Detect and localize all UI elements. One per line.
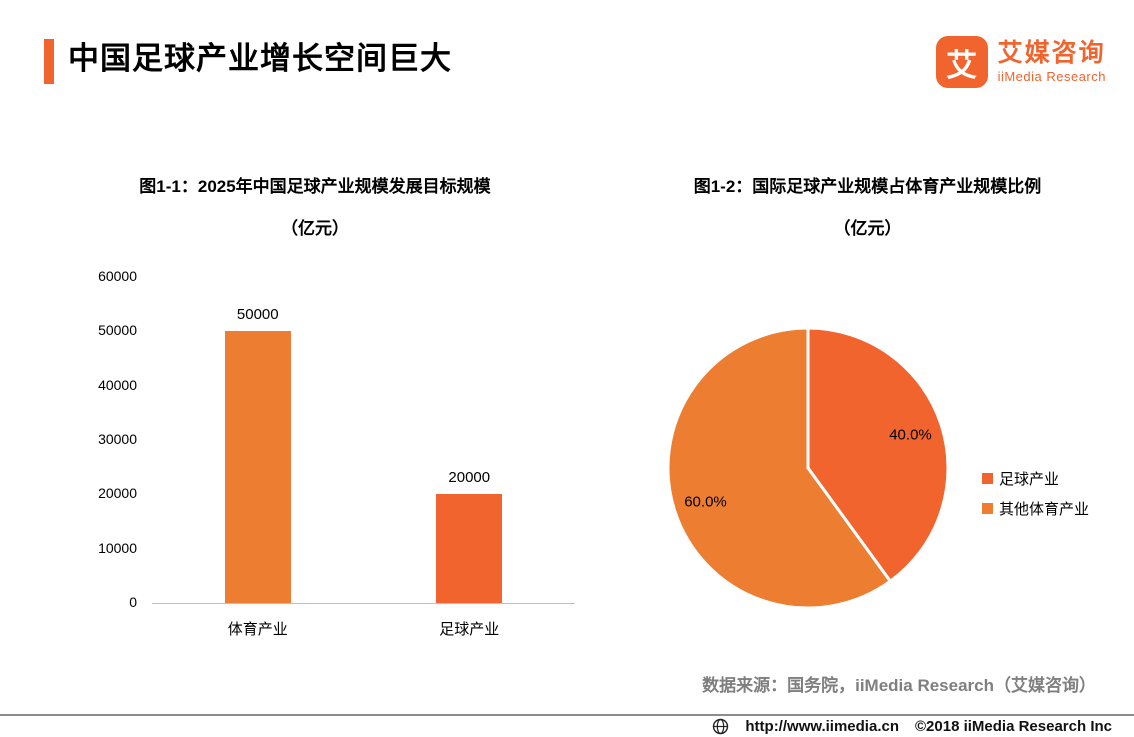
y-axis-tick-label: 40000 (98, 376, 137, 393)
brand-logo-icon: 艾 (935, 36, 988, 88)
y-axis-tick-label: 50000 (98, 322, 137, 339)
footer: http://www.iimedia.cn ©2018 iiMedia Rese… (0, 714, 1134, 737)
legend-label: 其他体育产业 (999, 501, 1090, 518)
y-axis-tick-label: 30000 (98, 431, 137, 447)
y-axis-tick-label: 20000 (98, 485, 137, 502)
pie-chart-subtitle: （亿元） (833, 219, 902, 238)
x-axis-category-label: 体育产业 (227, 621, 288, 638)
legend-swatch (982, 473, 993, 484)
bar-value-label: 50000 (236, 306, 279, 324)
source-note: 数据来源：国务院，iiMedia Research（艾媒咨询） (702, 676, 1096, 695)
pie-slice-其他体育产业 (666, 326, 893, 610)
legend-label: 足球产业 (999, 471, 1060, 488)
bar-chart-plot: 0 10000 20000 30000 40000 50000 60000 50000 体育产业… (55, 268, 575, 638)
brand-subtitle: iiMedia Research (997, 69, 1106, 85)
pie-chart-section: 图1-2：国际足球产业规模占体育产业规模比例 （亿元） 40.0% 60.0% 足… (610, 172, 1125, 610)
x-axis-category-label: 足球产业 (439, 621, 500, 638)
pie-chart: 40.0% 60.0% (666, 326, 950, 610)
bar-chart-title: 图1-1：2025年中国足球产业规模发展目标规模 (139, 177, 491, 196)
brand-logo: 艾 艾媒咨询 iiMedia Research (935, 36, 1106, 88)
footer-copyright: ©2018 iiMedia Research Inc (915, 718, 1112, 735)
title-accent-bar (44, 39, 54, 84)
legend-item-足球产业: 足球产业 (982, 468, 1089, 489)
footer-url: http://www.iimedia.cn (745, 718, 899, 735)
bar-chart-subtitle: （亿元） (281, 219, 349, 238)
bar-value-label: 20000 (448, 469, 491, 487)
x-axis-line (152, 603, 575, 604)
brand-name: 艾媒咨询 (997, 38, 1106, 67)
y-axis-tick-label: 60000 (98, 268, 137, 284)
pie-slice-percentage-label: 60.0% (684, 493, 727, 510)
pie-chart-title: 图1-2：国际足球产业规模占体育产业规模比例 (693, 177, 1042, 196)
y-axis-tick-label: 0 (129, 594, 137, 610)
bar-足球产业 (436, 494, 503, 603)
legend-swatch (982, 503, 993, 514)
bar-体育产业 (224, 331, 291, 603)
pie-slice-percentage-label: 40.0% (889, 427, 932, 444)
y-axis-tick-label: 10000 (98, 539, 137, 556)
pie-slice-足球产业 (806, 326, 950, 584)
bar-chart-section: 图1-1：2025年中国足球产业规模发展目标规模 （亿元） 0 10000 2000… (55, 172, 575, 638)
legend-item-其他体育产业: 其他体育产业 (982, 498, 1089, 519)
page-title: 中国足球产业增长空间巨大 (68, 41, 452, 76)
globe-icon (712, 718, 729, 735)
pie-legend: 足球产业其他体育产业 (982, 468, 1089, 519)
brand-logo-text: 艾媒咨询 iiMedia Research (997, 38, 1106, 85)
